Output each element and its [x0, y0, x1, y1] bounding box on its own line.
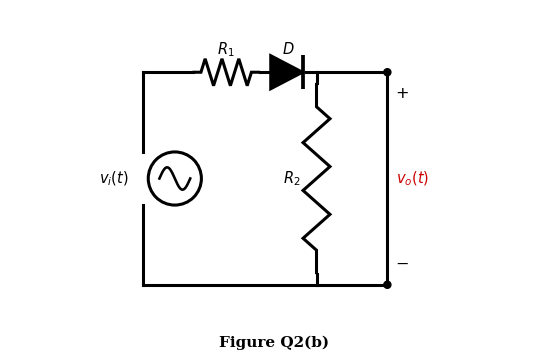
Polygon shape [271, 55, 303, 89]
Circle shape [384, 281, 391, 288]
Text: $R_1$: $R_1$ [218, 40, 235, 59]
Text: $v_i(t)$: $v_i(t)$ [99, 169, 129, 188]
Text: Figure Q2(b): Figure Q2(b) [219, 336, 329, 351]
Text: $-$: $-$ [395, 256, 408, 271]
Text: $R_2$: $R_2$ [283, 169, 300, 188]
Text: $+$: $+$ [395, 86, 408, 101]
Text: $D$: $D$ [282, 41, 294, 57]
Text: $v_o(t)$: $v_o(t)$ [396, 169, 429, 188]
Circle shape [384, 69, 391, 76]
